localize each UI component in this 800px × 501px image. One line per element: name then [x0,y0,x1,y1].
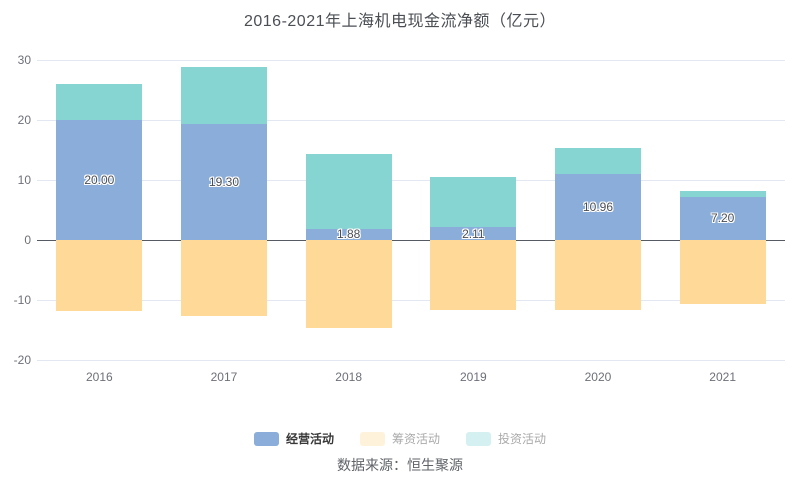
bar-segment-financing[interactable] [305,240,392,328]
grid-line [37,300,785,301]
bar-segment-investing[interactable] [679,190,766,197]
grid-line [37,180,785,181]
legend-item-operating[interactable]: 经营活动 [253,430,334,447]
legend-item-financing[interactable]: 筹资活动 [359,430,440,447]
investing-swatch-icon [466,431,491,446]
grid-line [37,60,785,61]
legend: 经营活动 筹资活动 投资活动 [0,430,800,447]
bar-value-label: 2.11 [462,226,485,241]
bar-value-label: 19.30 [208,175,240,190]
y-axis-tick-label: 0 [24,233,31,247]
bar-segment-operating[interactable] [305,228,392,240]
bar-segment-financing[interactable] [679,240,766,305]
chart-title: 2016-2021年上海机电现金流净额（亿元） [243,13,557,30]
bar-segment-operating[interactable] [181,124,267,240]
bar-segment-investing[interactable] [56,84,143,120]
bar-segment-financing[interactable] [430,240,517,310]
y-axis-tick-label: -10 [13,293,31,307]
bar-segment-investing[interactable] [305,153,392,229]
financing-swatch-icon [359,431,385,446]
plot-area: 30 20 10 0 -10 -20 20.00 2016 19.30 2017 1.88 2018 2… [14,53,785,384]
bar-value-label: 1.88 [336,227,361,242]
legend-label-operating: 经营活动 [285,432,334,446]
bar-segment-operating[interactable] [56,120,143,240]
x-axis-tick-label: 2019 [459,370,487,384]
bar-segment-investing[interactable] [555,148,641,175]
x-axis-tick-label: 2020 [584,370,612,384]
y-axis-tick-label: 30 [17,53,31,67]
bar-segment-operating[interactable] [679,196,766,240]
y-axis-tick-label: 20 [17,113,31,127]
y-axis-tick-label: -20 [13,353,31,367]
zero-axis-line [37,240,785,241]
legend-label-financing: 筹资活动 [391,432,440,446]
bar-segment-financing[interactable] [181,240,267,316]
x-axis-tick-label: 2021 [709,370,736,384]
grid-line [37,120,785,121]
legend-item-investing[interactable]: 投资活动 [466,430,546,447]
bar-segment-operating[interactable] [555,174,641,240]
x-axis-tick-label: 2018 [335,370,362,384]
bar-segment-investing[interactable] [430,176,517,228]
bar-segment-operating[interactable] [430,227,517,240]
bar-value-label: 20.00 [84,173,115,187]
data-source-caption: 数据来源：恒生聚源 [337,457,463,473]
x-axis-tick-label: 2017 [210,370,238,384]
bar-segment-financing[interactable] [555,240,641,310]
x-axis-tick-label: 2016 [85,370,113,384]
bar-value-label: 7.20 [710,211,735,226]
operating-swatch-icon [253,431,279,446]
grid-line [37,360,785,361]
bar-segment-investing[interactable] [181,66,267,125]
y-axis-tick-label: 10 [17,173,31,187]
bar-value-label: 10.96 [582,200,614,215]
legend-label-investing: 投资活动 [498,432,547,446]
bar-segment-financing[interactable] [56,240,143,311]
